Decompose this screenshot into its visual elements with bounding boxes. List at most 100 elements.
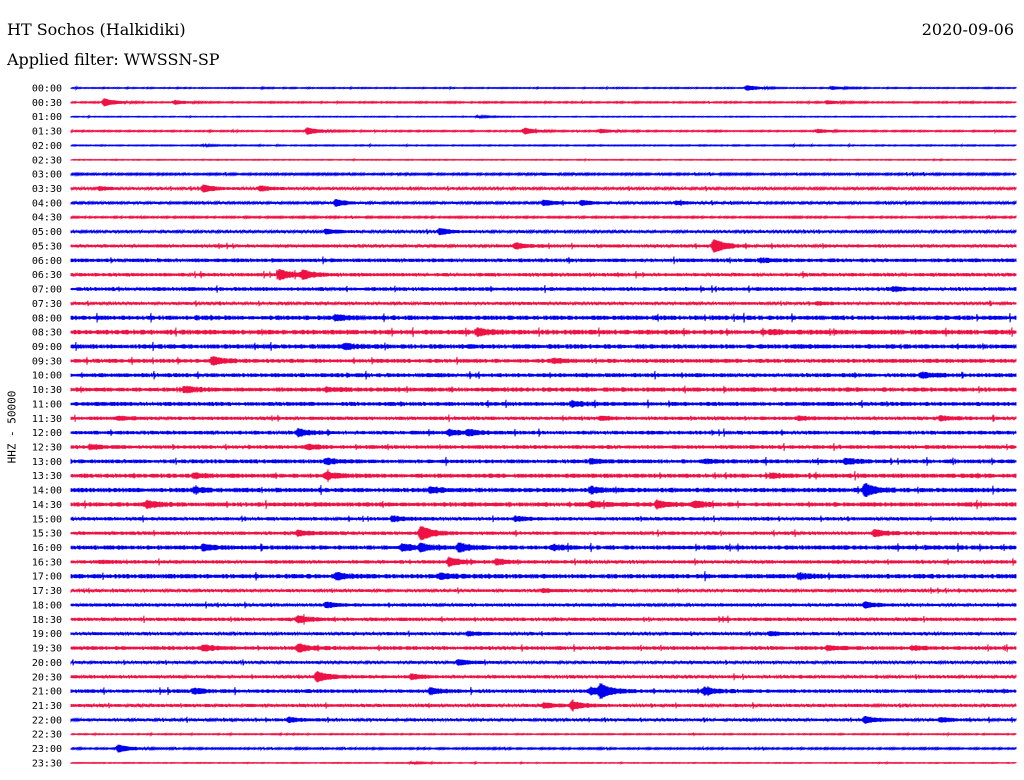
row-label: 18:30 <box>32 615 62 626</box>
row-label: 10:00 <box>32 371 62 382</box>
trace-line <box>70 442 1017 452</box>
trace-line <box>70 427 1017 438</box>
row-label: 16:30 <box>32 557 62 568</box>
row-label: 04:30 <box>32 213 62 224</box>
row-label: 21:30 <box>32 701 62 712</box>
trace-line <box>70 268 1017 281</box>
row-label: 22:30 <box>32 730 62 741</box>
row-label: 06:00 <box>32 256 62 267</box>
trace-line <box>70 643 1017 653</box>
row-labels: 00:00 00:30 01:00 01:30 02:00 02:30 03:00 03:30… <box>32 84 62 770</box>
row-label: 17:30 <box>32 586 62 597</box>
row-label: 19:30 <box>32 644 62 655</box>
row-label: 12:30 <box>32 443 62 454</box>
trace-line <box>70 542 1017 553</box>
trace-line <box>70 699 1017 712</box>
row-label: 23:30 <box>32 758 62 769</box>
row-label: 03:30 <box>32 184 62 195</box>
trace-line <box>70 483 1017 498</box>
trace-line <box>70 312 1017 323</box>
row-label: 02:00 <box>32 141 62 152</box>
trace-line <box>70 113 1017 120</box>
trace-line <box>70 85 1017 92</box>
date-label: 2020-09-06 <box>921 20 1014 39</box>
trace-line <box>70 556 1017 568</box>
row-label: 21:00 <box>32 687 62 698</box>
row-label: 20:30 <box>32 672 62 683</box>
row-label: 00:00 <box>32 84 62 95</box>
row-label: 05:00 <box>32 227 62 238</box>
row-label: 14:00 <box>32 486 62 497</box>
row-label: 05:30 <box>32 242 62 253</box>
trace-line <box>70 256 1017 265</box>
trace-line <box>70 630 1017 637</box>
trace-line <box>70 370 1017 380</box>
row-label: 16:00 <box>32 543 62 554</box>
trace-line <box>70 601 1017 609</box>
row-label: 22:00 <box>32 715 62 726</box>
row-label: 09:00 <box>32 342 62 353</box>
trace-line <box>70 683 1017 700</box>
row-label: 06:30 <box>32 270 62 281</box>
trace-line <box>70 414 1017 423</box>
trace-line <box>70 456 1017 466</box>
trace-line <box>70 613 1017 625</box>
trace-line <box>70 327 1017 338</box>
row-label: 08:30 <box>32 328 62 339</box>
trace-lines <box>70 85 1017 766</box>
trace-line <box>70 385 1017 394</box>
row-label: 12:00 <box>32 428 62 439</box>
filter-label: Applied filter: WWSSN-SP <box>7 50 220 69</box>
row-label: 01:00 <box>32 112 62 123</box>
row-label: 23:00 <box>32 744 62 755</box>
trace-line <box>70 760 1017 766</box>
trace-line <box>70 525 1017 541</box>
row-label: 04:00 <box>32 198 62 209</box>
trace-line <box>70 499 1017 510</box>
trace-line <box>70 355 1017 366</box>
row-label: 10:30 <box>32 385 62 396</box>
row-label: 17:00 <box>32 572 62 583</box>
trace-line <box>70 214 1017 220</box>
row-label: 18:00 <box>32 601 62 612</box>
station-title: HT Sochos (Halkidiki) <box>7 20 186 39</box>
trace-line <box>70 469 1017 483</box>
row-label: 15:30 <box>32 529 62 540</box>
row-label: 19:00 <box>32 629 62 640</box>
row-label: 11:30 <box>32 414 62 425</box>
row-label: 02:30 <box>32 155 62 166</box>
trace-line <box>70 227 1017 236</box>
trace-line <box>70 98 1017 107</box>
row-label: 01:30 <box>32 127 62 138</box>
trace-line <box>70 731 1017 738</box>
trace-line <box>70 341 1017 352</box>
trace-line <box>70 184 1017 193</box>
row-label: 13:30 <box>32 471 62 482</box>
trace-line <box>70 127 1017 135</box>
row-label: 20:00 <box>32 658 62 669</box>
row-label: 07:30 <box>32 299 62 310</box>
trace-line <box>70 744 1017 753</box>
trace-line <box>70 515 1017 523</box>
row-label: 08:00 <box>32 313 62 324</box>
trace-line <box>70 198 1017 207</box>
trace-line <box>70 171 1017 177</box>
row-label: 13:00 <box>32 457 62 468</box>
trace-line <box>70 715 1017 724</box>
row-label: 09:30 <box>32 356 62 367</box>
trace-line <box>70 300 1017 307</box>
row-label: 14:30 <box>32 500 62 511</box>
row-label: 15:00 <box>32 514 62 525</box>
trace-line <box>70 142 1017 149</box>
trace-line <box>70 157 1017 162</box>
trace-line <box>70 659 1017 666</box>
row-label: 03:00 <box>32 170 62 181</box>
row-label: 07:00 <box>32 285 62 296</box>
row-label: 00:30 <box>32 98 62 109</box>
row-label: 11:00 <box>32 399 62 410</box>
trace-line <box>70 671 1017 683</box>
trace-line <box>70 571 1017 582</box>
trace-line <box>70 399 1017 409</box>
trace-line <box>70 239 1017 253</box>
